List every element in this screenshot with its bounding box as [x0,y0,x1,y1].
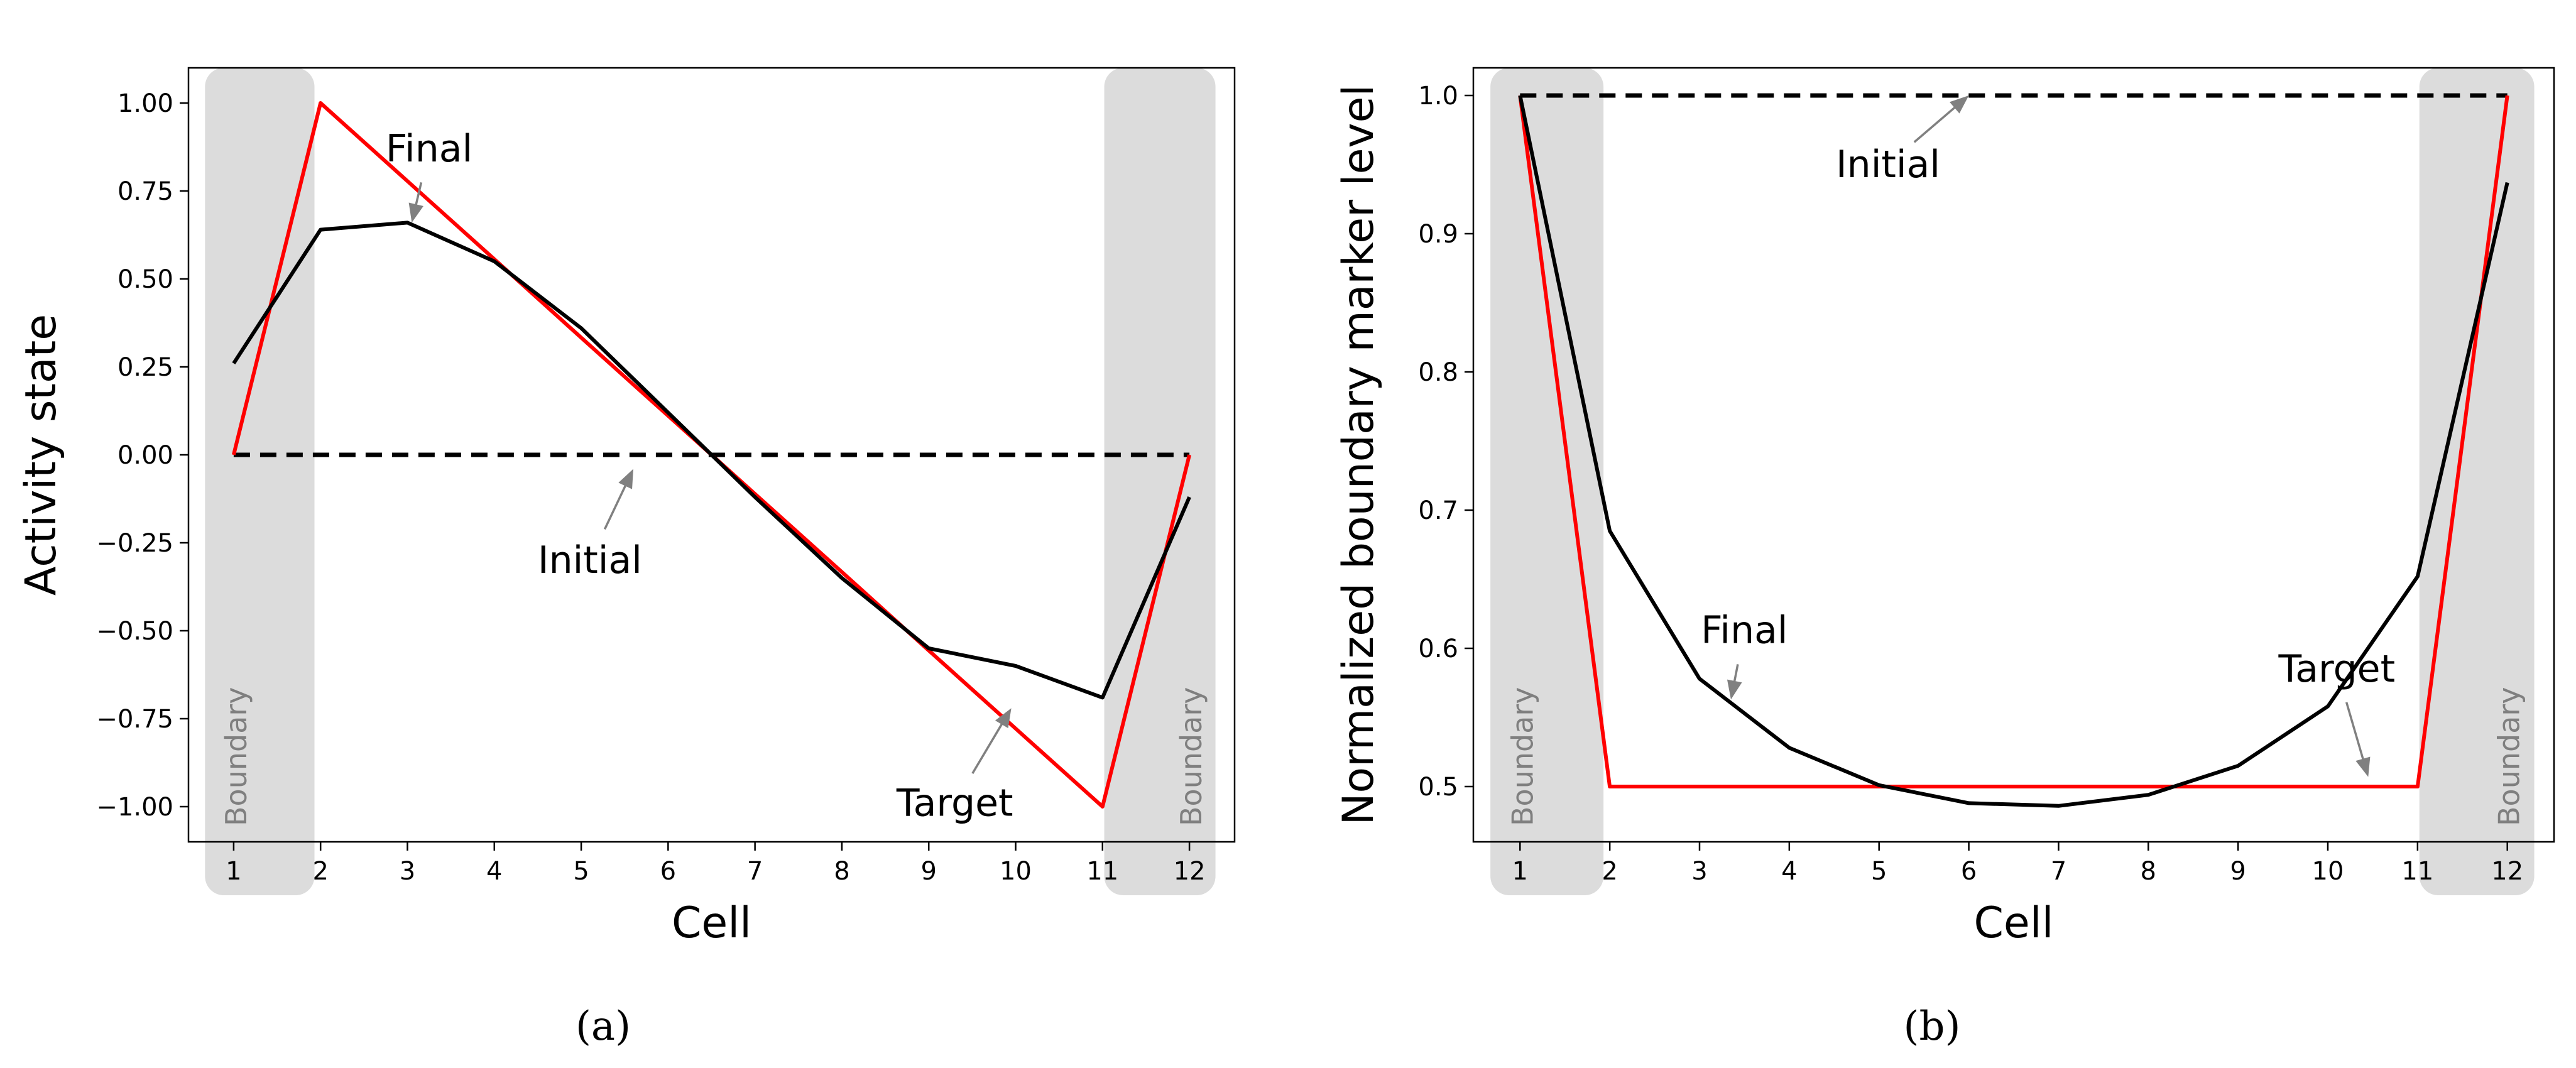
annotation-arrow [603,482,628,530]
y-tick-label: 0.50 [117,265,173,294]
panel-label: (a) [576,1003,631,1050]
x-tick-label: 3 [1691,857,1707,886]
series-line-final [232,221,1191,700]
x-tick-label: 3 [400,857,415,886]
x-tick-label: 9 [920,857,936,886]
annotation-label-target: Target [896,781,1013,825]
y-tick-label: 0.7 [1418,496,1458,525]
y-tick-label: −1.00 [96,793,173,822]
annotation-arrowhead [408,202,423,223]
x-tick-label: 11 [1086,857,1118,886]
annotation-arrowhead [1727,679,1742,700]
x-tick-label: 5 [1871,857,1887,886]
x-tick-label: 6 [1961,857,1977,886]
x-tick-label: 9 [2230,857,2246,886]
x-tick-label: 10 [1000,857,1032,886]
y-tick-label: 1.0 [1418,82,1458,111]
x-tick-label: 2 [312,857,328,886]
boundary-label: Boundary [1174,687,1208,826]
x-tick-label: 11 [2401,857,2433,886]
annotation-arrowhead [995,708,1012,729]
x-tick-label: 6 [660,857,676,886]
annotation-label-initial: Initial [538,538,642,582]
x-axis-label: Cell [1973,898,2053,948]
annotation-label-final: Final [386,127,472,171]
boundary-label: Boundary [219,687,253,826]
annotation-arrow [1913,104,1958,143]
y-tick-label: 0.75 [117,177,173,206]
y-axis-label: Activity state [16,314,66,596]
boundary-region [205,68,315,895]
x-tick-label: 4 [486,857,502,886]
annotation-arrow [2345,702,2366,763]
y-tick-label: 1.00 [117,89,173,118]
boundary-label: Boundary [1506,687,1540,826]
annotation-label-initial: Initial [1836,143,1940,187]
y-tick-label: 0.25 [117,353,173,382]
y-tick-label: −0.25 [96,529,173,558]
x-tick-label: 4 [1781,857,1797,886]
annotation-arrowhead [618,469,634,489]
x-tick-label: 12 [1174,857,1206,886]
annotation-arrow [971,720,1005,775]
y-tick-label: 0.00 [117,441,173,470]
annotation-arrow [414,182,423,209]
boundary-region [1490,68,1604,895]
boundary-label: Boundary [2492,687,2526,826]
x-tick-label: 1 [1512,857,1528,886]
x-tick-label: 7 [747,857,763,886]
x-tick-label: 10 [2312,857,2344,886]
y-tick-label: 0.9 [1418,220,1458,249]
y-tick-label: −0.75 [96,705,173,734]
x-tick-label: 12 [2491,857,2523,886]
panel-label: (b) [1904,1003,1961,1050]
x-axis-label: Cell [672,898,751,948]
x-tick-label: 8 [834,857,849,886]
annotation-arrowhead [2355,756,2371,777]
annotation-label-final: Final [1701,608,1787,652]
series-line-final [1518,95,2509,808]
y-tick-label: −0.50 [96,617,173,646]
annotation-arrowhead [1949,95,1969,114]
x-tick-label: 1 [226,857,241,886]
series-line-target [1518,95,2509,788]
y-tick-label: 0.6 [1418,635,1458,663]
x-tick-label: 5 [573,857,589,886]
x-tick-label: 8 [2141,857,2156,886]
x-tick-label: 2 [1602,857,1617,886]
boundary-region [2419,68,2535,895]
annotation-label-target: Target [2278,647,2395,691]
x-tick-label: 7 [2051,857,2066,886]
y-axis-label: Normalized boundary marker level [1334,85,1384,826]
y-tick-label: 0.5 [1418,773,1458,802]
axes-frame [1472,67,2555,843]
y-tick-label: 0.8 [1418,358,1458,387]
